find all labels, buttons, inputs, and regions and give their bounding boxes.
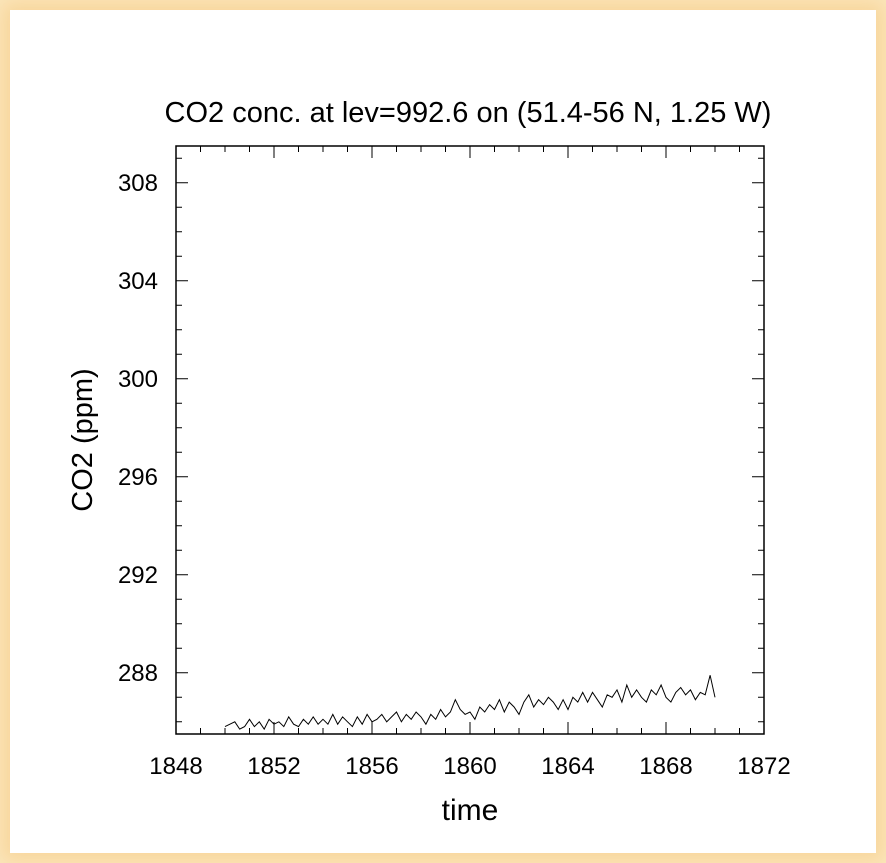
x-tick-label: 1860: [443, 753, 496, 780]
series-line: [224, 675, 716, 731]
y-axis-label: CO2 (ppm): [67, 368, 99, 511]
axis-ticks: [175, 146, 765, 734]
x-tick-label: 1856: [345, 753, 398, 780]
plot-frame: CO2 conc. at lev=992.6 on (51.4-56 N, 1.…: [10, 10, 876, 853]
y-tick-label: 288: [118, 660, 158, 687]
y-tick-label: 300: [118, 366, 158, 393]
x-tick-label: 1872: [737, 753, 790, 780]
y-tick-label: 308: [118, 170, 158, 197]
x-tick-label: 1852: [247, 753, 300, 780]
chart-title: CO2 conc. at lev=992.6 on (51.4-56 N, 1.…: [165, 97, 772, 129]
x-tick-label: 1868: [639, 753, 692, 780]
x-tick-labels: 1848 1852 1856 1860 1864 1868 1872: [149, 753, 790, 780]
co2-line-chart: CO2 conc. at lev=992.6 on (51.4-56 N, 1.…: [67, 97, 791, 827]
y-tick-label: 304: [118, 268, 158, 295]
x-tick-label: 1864: [541, 753, 594, 780]
x-tick-label: 1848: [149, 753, 202, 780]
y-tick-label: 296: [118, 464, 158, 491]
y-tick-label: 292: [118, 562, 158, 589]
y-tick-labels: 288 292 296 300 304 308: [118, 170, 158, 687]
x-axis-label: time: [442, 794, 499, 827]
plot-area: [175, 145, 765, 735]
